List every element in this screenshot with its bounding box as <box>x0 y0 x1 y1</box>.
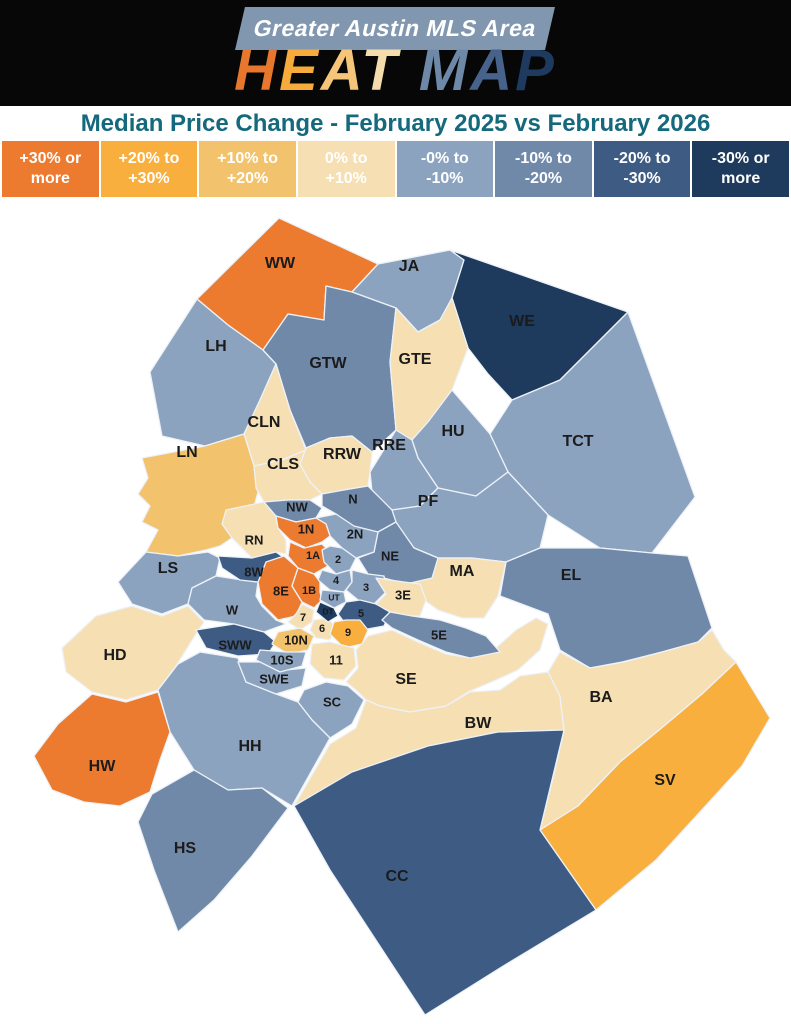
legend-item-label: +30% or more <box>19 150 82 187</box>
subtitle-bar: Median Price Change - February 2025 vs F… <box>0 106 791 141</box>
map-region-label-8w: 8W <box>244 564 264 579</box>
map-region-label-sww: SWW <box>218 637 252 652</box>
map-region-label-hu: HU <box>441 423 464 440</box>
map-region-label-pf: PF <box>418 493 439 510</box>
map-region-hd <box>61 605 205 701</box>
legend-item-7: -20% to -30% <box>593 141 691 197</box>
main-title-letter-5: M <box>418 38 471 103</box>
main-title-letter-1: E <box>279 38 321 103</box>
map-region-label-w: W <box>226 602 239 617</box>
map-region-11 <box>309 641 357 681</box>
legend-item-5: -0% to -10% <box>396 141 494 197</box>
legend-item-4: 0% to +10% <box>297 141 395 197</box>
map-region-label-hd: HD <box>103 647 126 664</box>
map-region-dt <box>315 601 339 623</box>
heat-map: WW JA WE LH GTW GTE TCT HU RRE CLN LN CLS RRW PF RN LS W… <box>0 197 791 1024</box>
map-region-label-ln: LN <box>176 444 197 461</box>
legend-item-6: -10% to -20% <box>495 141 592 197</box>
map-region-label-dt: DT <box>322 606 334 616</box>
map-region-label-cc: CC <box>385 868 409 885</box>
legend-item-label: 0% to +10% <box>324 150 368 187</box>
map-region-label-cln: CLN <box>248 414 281 431</box>
map-region-label-rre: RRE <box>372 437 406 454</box>
map-region-label-2n: 2N <box>347 526 364 541</box>
map-region-label-1b: 1B <box>302 585 316 597</box>
map-region-label-8e: 8E <box>273 583 289 598</box>
map-region-label-rn: RN <box>245 532 264 547</box>
map-region-label-2: 2 <box>335 554 341 566</box>
map-region-label-7: 7 <box>300 612 306 624</box>
map-region-label-bw: BW <box>465 715 493 732</box>
map-region-label-6: 6 <box>319 623 325 635</box>
map-region-label-11: 11 <box>329 652 343 667</box>
map-region-label-hh: HH <box>238 738 261 755</box>
map-region-label-5e: 5E <box>431 627 447 642</box>
legend-item-3: +10% to +20% <box>199 141 296 197</box>
map-region-label-cls: CLS <box>267 456 299 473</box>
map-region-label-1a: 1A <box>306 550 320 562</box>
map-region-label-swe: SWE <box>259 671 289 686</box>
map-region-hs <box>137 769 289 933</box>
map-region-label-gte: GTE <box>399 351 432 368</box>
map-region-label-ls: LS <box>158 560 179 577</box>
map-region-label-nw: NW <box>286 499 308 514</box>
map-region-label-hw: HW <box>89 758 117 775</box>
map-region-hw <box>33 691 171 807</box>
map-region-1n <box>275 515 331 549</box>
main-title-letter-3: T <box>361 38 400 103</box>
map-region-label-tct: TCT <box>562 433 593 450</box>
legend-item-label: -20% to -30% <box>613 150 671 187</box>
map-region-label-sv: SV <box>654 772 676 789</box>
main-title-letter-7: P <box>515 38 557 103</box>
map-region-label-we: WE <box>509 313 535 330</box>
legend-item-1: +30% or more <box>2 141 99 197</box>
map-region-label-gtw: GTW <box>309 355 347 372</box>
map-region-label-10s: 10S <box>270 652 293 667</box>
legend-item-label: -10% to -20% <box>514 150 572 187</box>
map-region-label-ne: NE <box>381 548 399 563</box>
masthead: Greater Austin MLS Area HEAT MAP <box>0 0 791 106</box>
legend-item-label: -0% to -10% <box>420 150 469 187</box>
map-region-label-ww: WW <box>265 255 296 272</box>
main-title-letter-0: H <box>234 38 280 103</box>
legend: +30% or more +20% to +30% +10% to +20% 0% t… <box>0 141 791 197</box>
map-region-10n <box>271 627 315 655</box>
main-title: HEAT MAP <box>0 42 791 100</box>
map-region-label-sc: SC <box>323 694 342 709</box>
legend-item-label: -30% or more <box>711 150 770 187</box>
map-region-cc <box>293 729 597 1016</box>
map-region-label-ba: BA <box>589 689 613 706</box>
map-region-label-se: SE <box>395 671 417 688</box>
map-region-label-hs: HS <box>174 840 197 857</box>
map-region-label-1n: 1N <box>298 521 315 536</box>
map-region-label-10n: 10N <box>284 632 308 647</box>
map-region-label-9: 9 <box>345 627 351 639</box>
map-region-label-ma: MA <box>450 563 475 580</box>
map-region-label-ut: UT <box>328 592 340 602</box>
subtitle-text: Median Price Change - February 2025 vs F… <box>80 109 711 137</box>
map-region-sww <box>195 623 277 657</box>
main-title-letter-4 <box>400 38 419 103</box>
legend-item-2: +20% to +30% <box>100 141 198 197</box>
map-region-label-3: 3 <box>363 582 369 594</box>
map-region-label-lh: LH <box>205 338 226 355</box>
map-region-label-ja: JA <box>399 258 420 275</box>
legend-item-label: +20% to +30% <box>118 150 180 187</box>
main-title-letter-6: A <box>470 38 516 103</box>
map-region-label-n: N <box>348 491 357 506</box>
map-region-10s <box>255 649 307 673</box>
main-title-letter-2: A <box>320 38 362 103</box>
map-region-label-rrw: RRW <box>323 446 362 463</box>
map-region-label-3e: 3E <box>395 587 411 602</box>
map-region-ut <box>319 589 347 609</box>
legend-item-8: -30% or more <box>692 141 789 197</box>
map-region-label-4: 4 <box>333 575 340 587</box>
map-region-label-5: 5 <box>358 608 364 620</box>
map-region-label-el: EL <box>561 567 582 584</box>
map-region-9 <box>329 619 369 649</box>
legend-item-label: +10% to +20% <box>217 150 279 187</box>
map-region-5e <box>381 611 501 659</box>
